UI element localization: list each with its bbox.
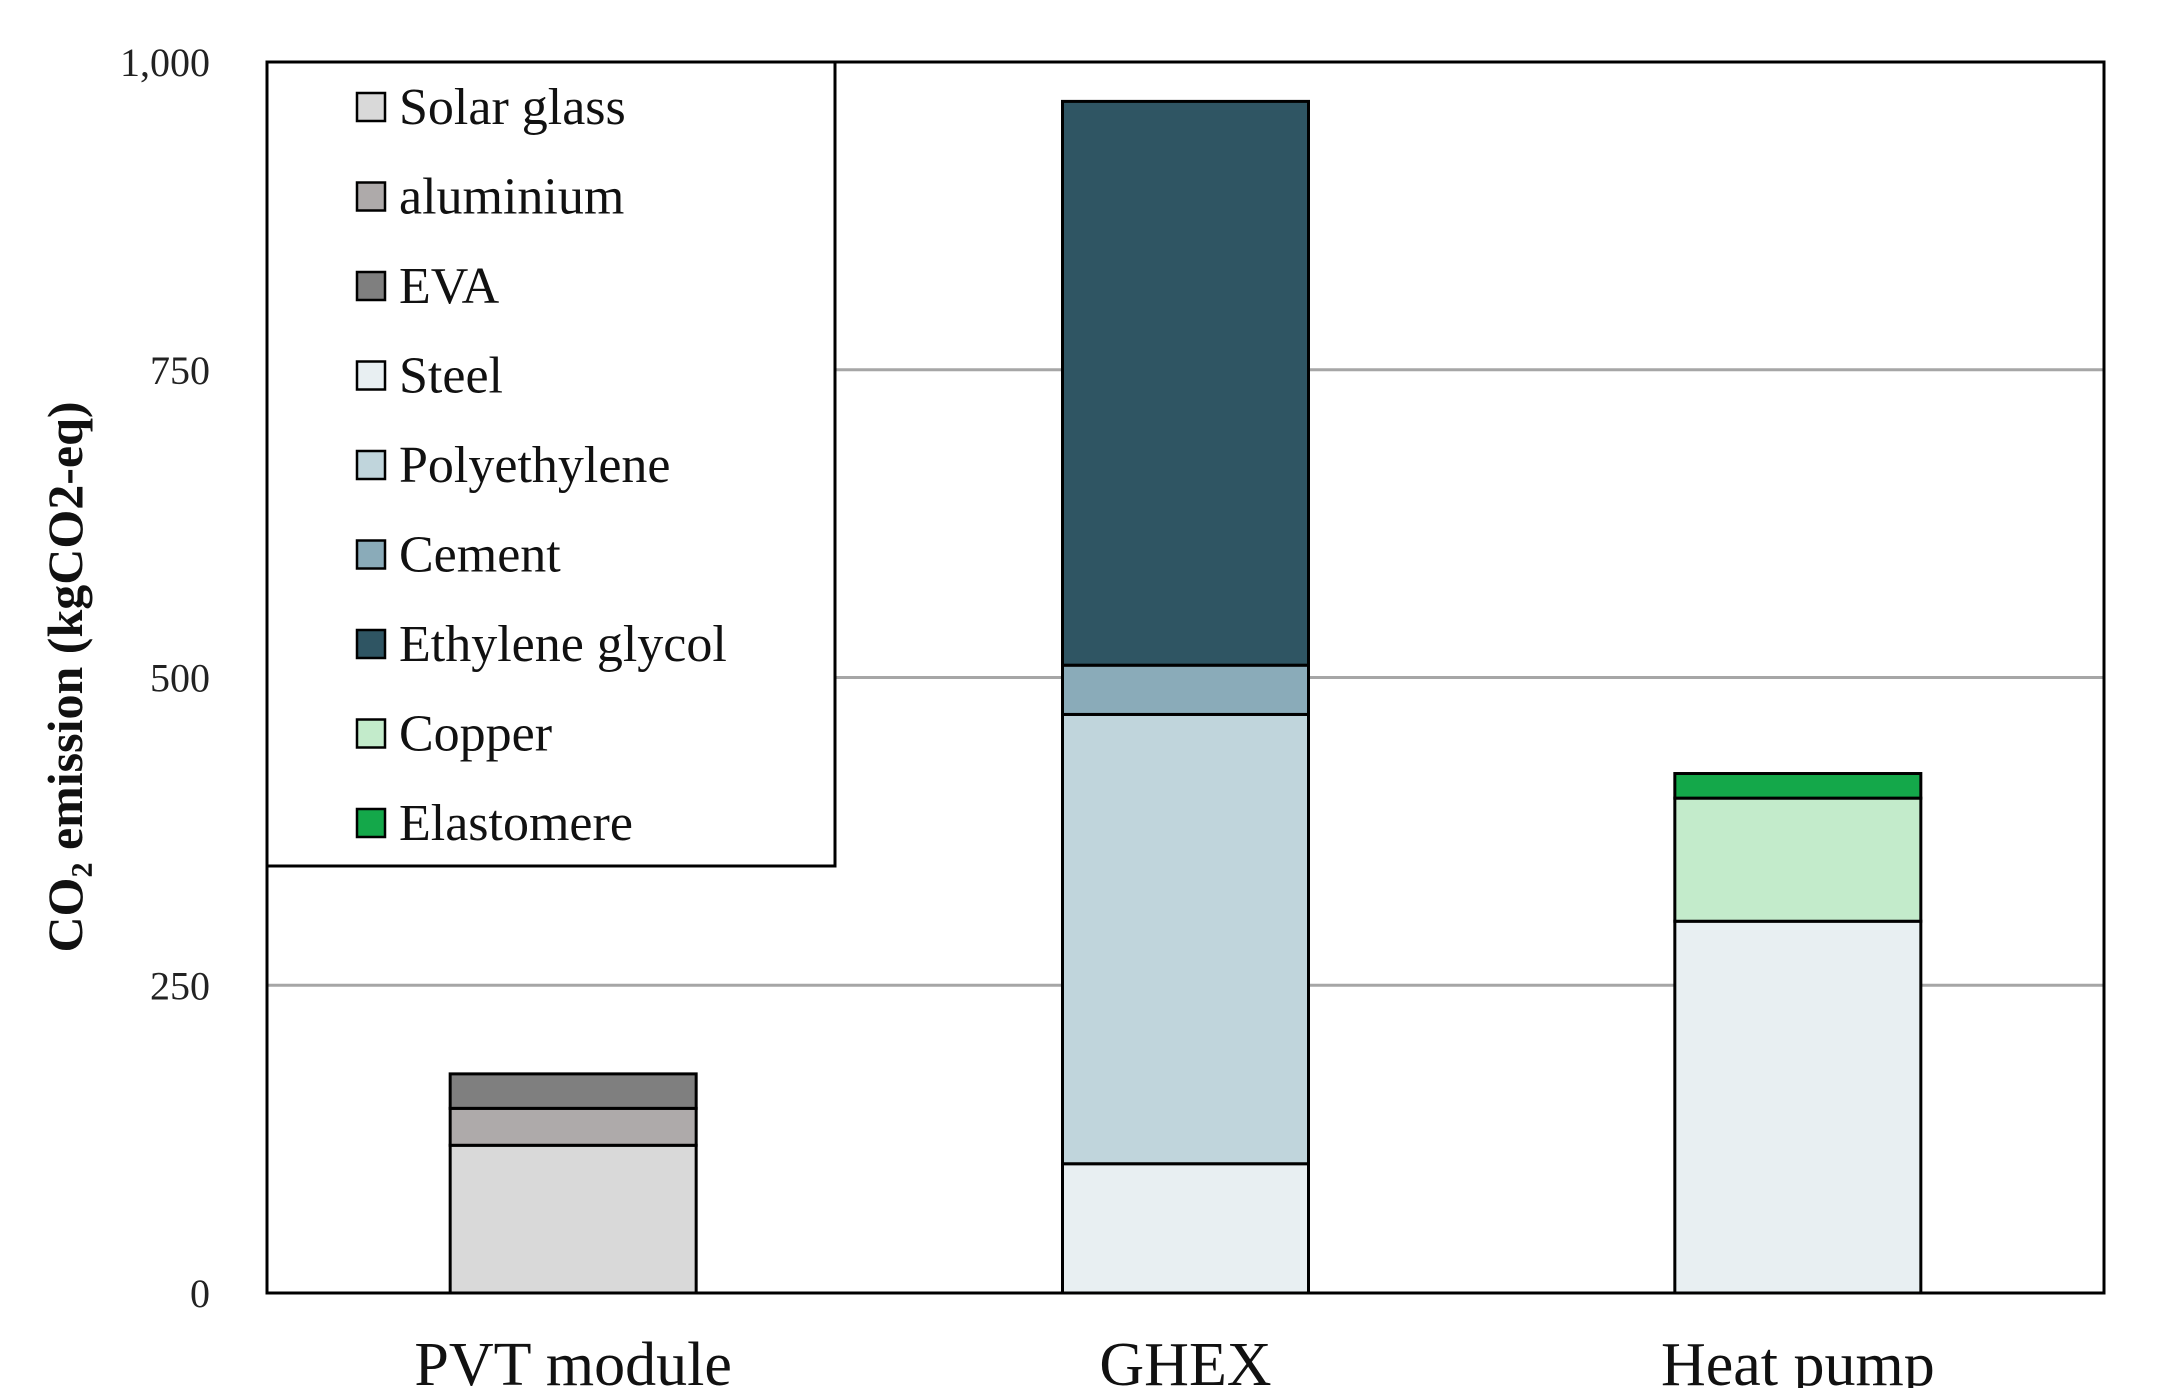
- x-category-label: PVT module: [414, 1331, 731, 1388]
- bar-segment: [448, 1143, 698, 1295]
- legend-swatch: [355, 360, 387, 391]
- legend-label: aluminium: [399, 169, 624, 226]
- legend-label: EVA: [399, 258, 500, 315]
- legend-swatch: [355, 539, 387, 570]
- legend-label: Elastomere: [399, 795, 633, 852]
- y-axis-ticks: 0 250 500 750 1,000: [120, 40, 210, 1316]
- y-tick-label: 250: [150, 963, 210, 1008]
- legend-swatch: [355, 449, 387, 481]
- bar-stacks: [448, 99, 1923, 1295]
- y-tick-label: 1,000: [120, 40, 210, 85]
- bar-segment: [1061, 712, 1310, 1166]
- legend-label: Ethylene glycol: [399, 616, 727, 673]
- bar-segment: [1673, 919, 1923, 1295]
- bar-segment: [1061, 1162, 1310, 1295]
- legend: Solar glass aluminium EVA Steel Polyethylene…: [265, 60, 837, 868]
- x-category-label: GHEX: [1099, 1331, 1271, 1388]
- bar-segment: [448, 1072, 698, 1110]
- legend-label: Solar glass: [399, 79, 626, 136]
- legend-swatch: [355, 91, 387, 123]
- bar-segment: [1673, 796, 1923, 923]
- bar-segment: [448, 1106, 698, 1147]
- x-axis-categories: PVT module GHEX Heat pump: [414, 1331, 1934, 1388]
- bar-segment: [1061, 99, 1310, 667]
- legend-label: Steel: [399, 348, 503, 405]
- legend-label: Polyethylene: [399, 437, 671, 494]
- y-tick-label: 0: [190, 1271, 210, 1316]
- legend-swatch: [355, 181, 387, 212]
- y-tick-label: 750: [150, 348, 210, 393]
- legend-label: Copper: [399, 706, 552, 763]
- legend-label: Cement: [399, 527, 561, 584]
- bar-segment: [1673, 772, 1923, 800]
- bar-segment: [1061, 663, 1310, 716]
- y-axis-title: CO₂ emission (kgCO2-eq): [37, 401, 93, 952]
- legend-swatch: [355, 807, 387, 839]
- legend-swatch: [355, 628, 387, 660]
- y-tick-label: 500: [150, 656, 210, 701]
- x-category-label: Heat pump: [1661, 1331, 1935, 1388]
- legend-swatch: [355, 718, 387, 749]
- legend-swatch: [355, 270, 387, 302]
